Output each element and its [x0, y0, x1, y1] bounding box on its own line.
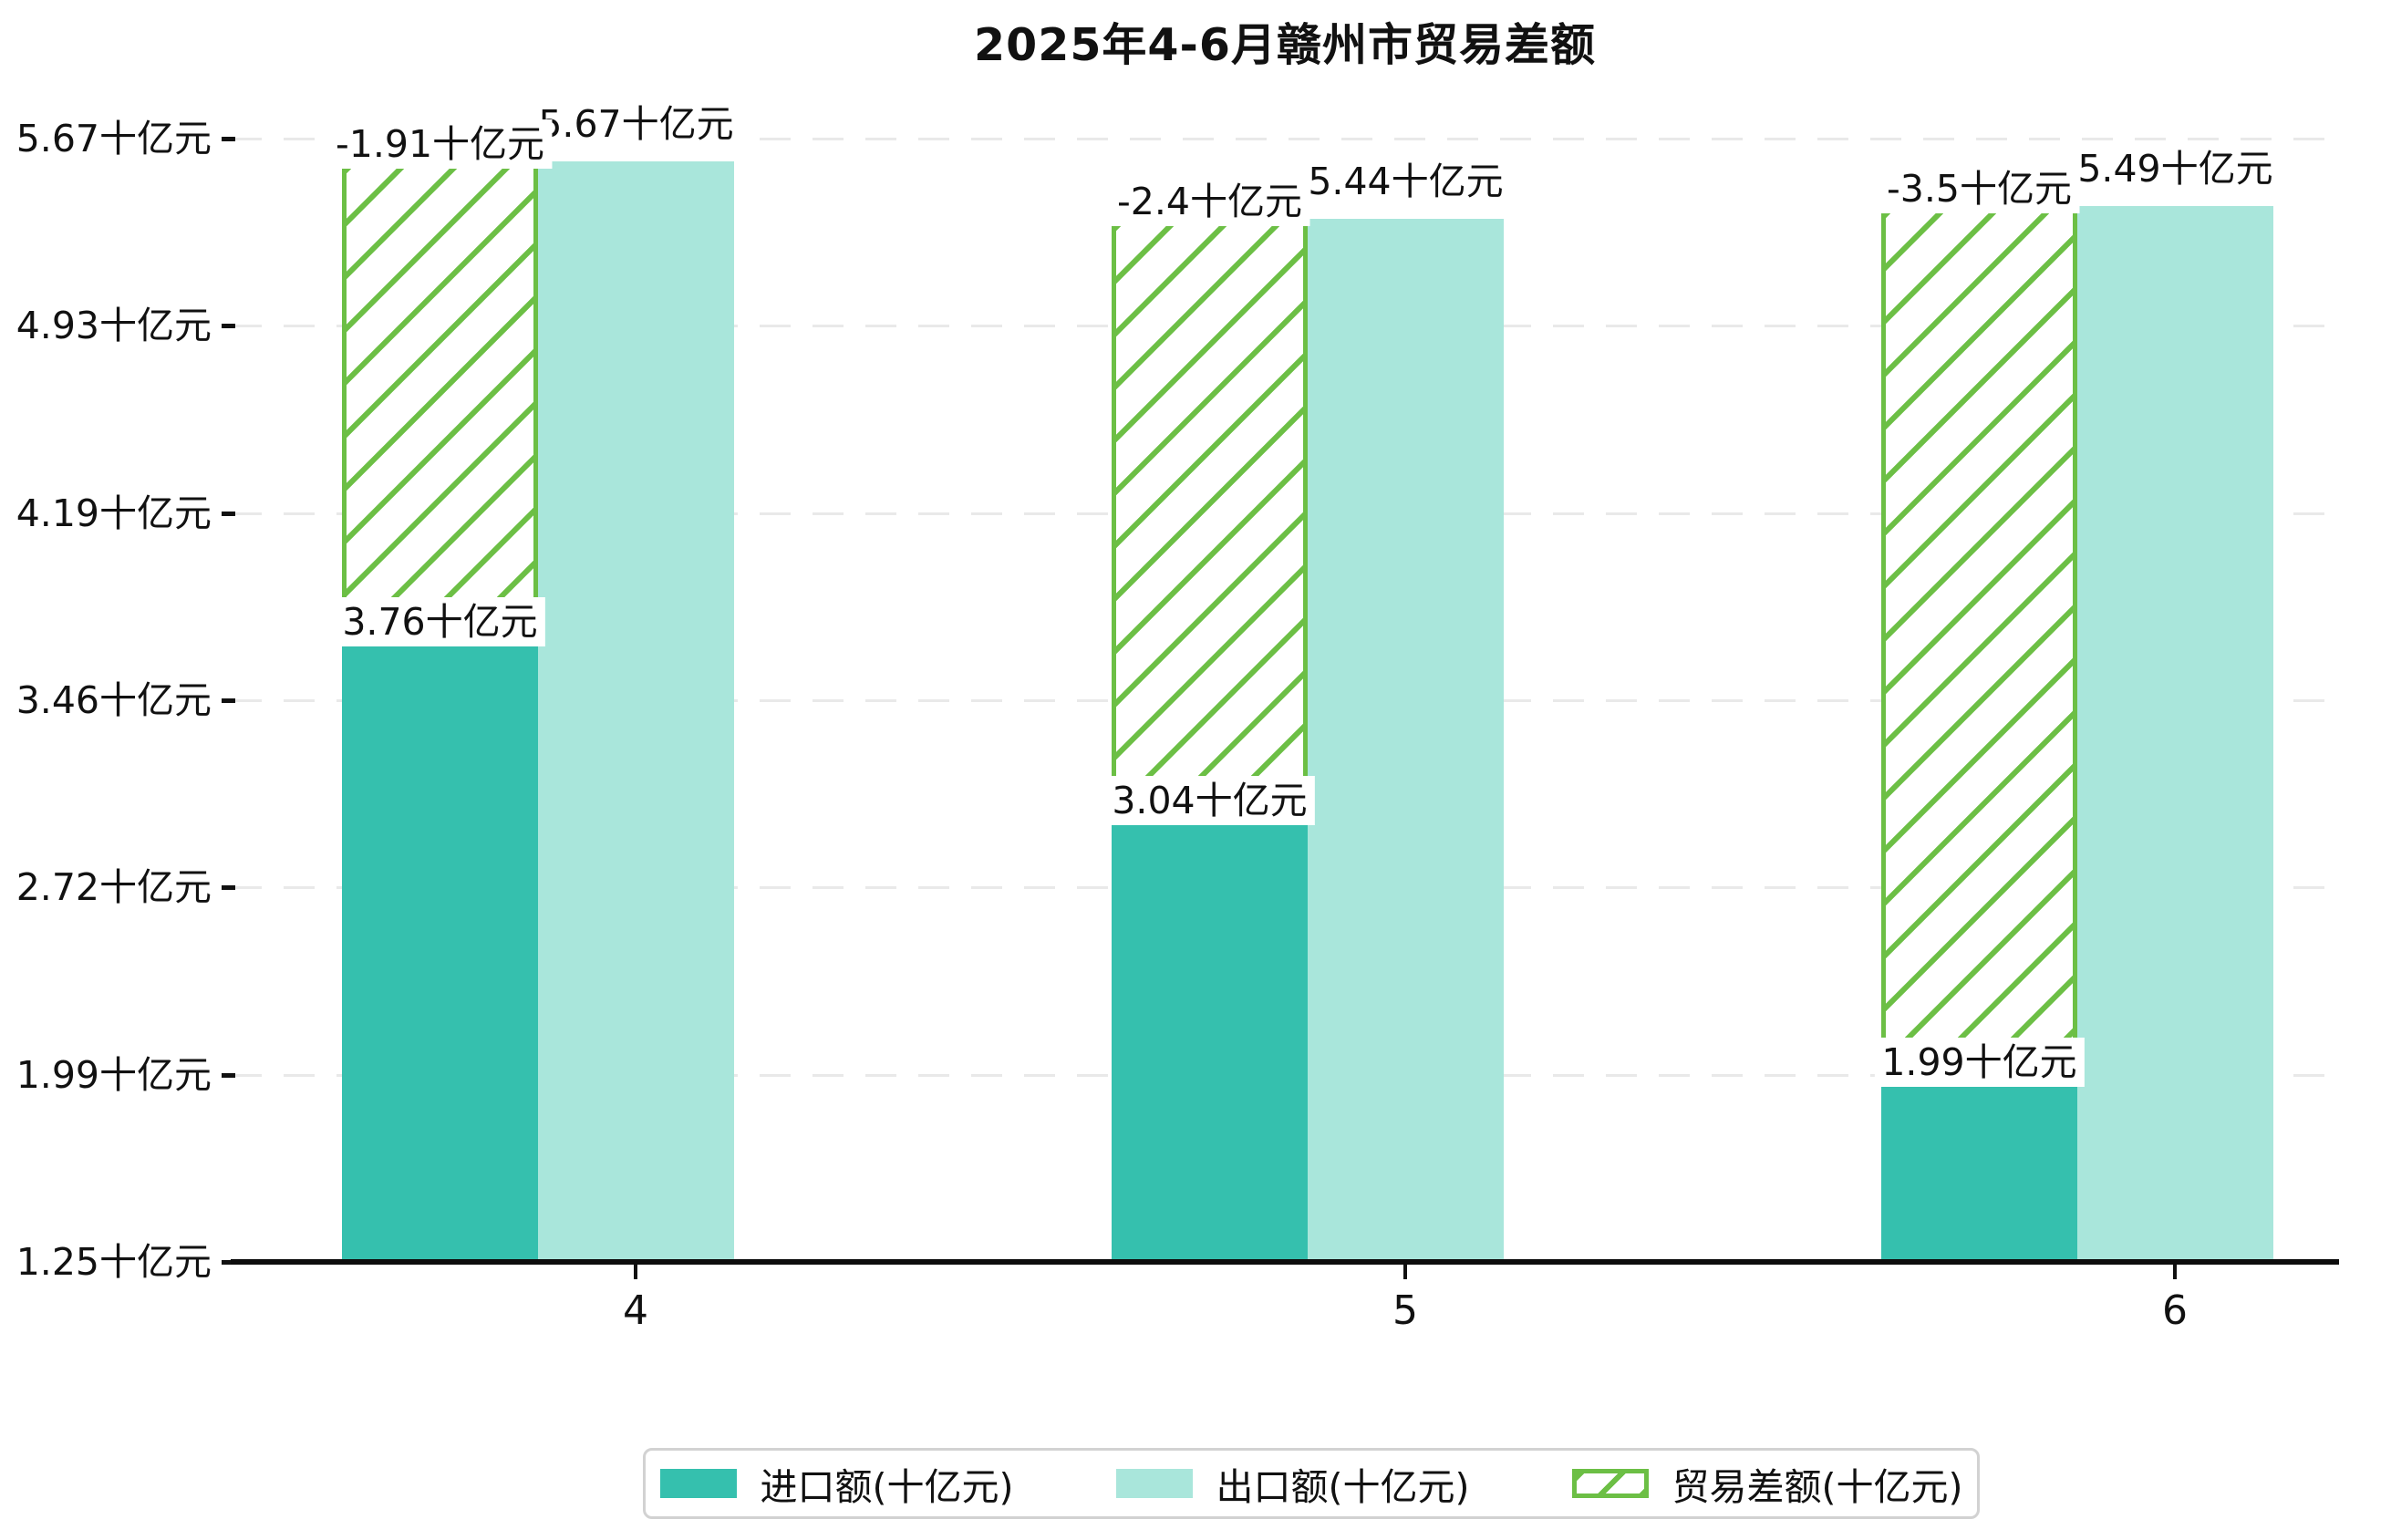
y-tick-label: 2.72十亿元: [16, 865, 212, 910]
import-bar: [1881, 1077, 2077, 1262]
legend-swatch-export: [1115, 1469, 1193, 1498]
y-tick-mark: [222, 137, 235, 141]
x-tick-label: 6: [2162, 1287, 2188, 1334]
y-tick-label: 1.25十亿元: [16, 1240, 212, 1284]
balance-value-label: -2.4十亿元: [1110, 177, 1309, 227]
import-value-label: 3.04十亿元: [1104, 776, 1315, 826]
export-bar: [538, 161, 734, 1262]
legend-label: 出口额(十亿元): [1216, 1465, 1470, 1509]
balance-value-label: -1.91十亿元: [327, 119, 553, 170]
x-axis-line: [231, 1259, 2339, 1265]
y-tick-label: 4.93十亿元: [16, 304, 212, 348]
y-tick-label: 4.19十亿元: [16, 491, 212, 535]
x-tick-label: 5: [1392, 1287, 1418, 1334]
import-value-label: 3.76十亿元: [335, 596, 545, 646]
balance-hatch-bar: [1881, 206, 2077, 1078]
export-value-label: 5.67十亿元: [531, 99, 741, 150]
legend: 进口额(十亿元) 出口额(十亿元) 贸易差额(十亿元): [643, 1448, 1980, 1519]
x-tick-mark: [1403, 1265, 1407, 1279]
import-value-label: 1.99十亿元: [1874, 1037, 2085, 1087]
y-tick-mark: [222, 885, 235, 891]
legend-swatch-import: [659, 1469, 737, 1498]
legend-item: 贸易差额(十亿元): [1571, 1456, 1963, 1511]
import-bar: [1112, 816, 1308, 1262]
import-bar: [342, 636, 538, 1262]
balance-hatch-bar: [342, 161, 538, 637]
balance-value-label: -3.5十亿元: [1879, 164, 2079, 214]
y-tick-label: 3.46十亿元: [16, 678, 212, 722]
y-tick-mark: [222, 511, 235, 516]
y-tick-mark: [222, 1260, 235, 1265]
x-tick-mark: [2173, 1265, 2177, 1279]
y-tick-label: 5.67十亿元: [16, 117, 212, 160]
y-tick-mark: [222, 698, 235, 703]
legend-label: 进口额(十亿元): [760, 1465, 1014, 1509]
legend-item: 出口额(十亿元): [1115, 1456, 1470, 1511]
legend-label: 贸易差额(十亿元): [1672, 1465, 1963, 1509]
gridline: [231, 138, 2339, 140]
x-tick-mark: [634, 1265, 637, 1279]
chart-title: 2025年4-6月赣州市贸易差额: [974, 19, 1596, 71]
x-tick-label: 4: [623, 1287, 648, 1334]
y-tick-label: 1.99十亿元: [16, 1052, 212, 1097]
legend-item: 进口额(十亿元): [659, 1456, 1014, 1511]
export-bar: [1308, 219, 1504, 1262]
export-bar: [2077, 206, 2273, 1262]
export-value-label: 5.44十亿元: [1300, 157, 1511, 207]
export-value-label: 5.49十亿元: [2070, 144, 2281, 194]
y-tick-mark: [222, 1072, 235, 1078]
balance-hatch-bar: [1112, 219, 1308, 817]
legend-swatch-balance: [1571, 1469, 1649, 1498]
y-tick-mark: [222, 324, 235, 329]
